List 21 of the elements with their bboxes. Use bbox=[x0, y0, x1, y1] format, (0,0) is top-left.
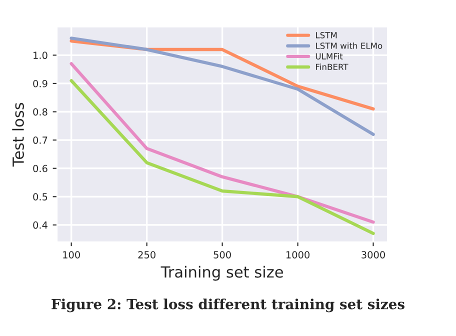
y-tick-label: 0.9 bbox=[33, 80, 48, 88]
x-tick-label: 3000 bbox=[362, 251, 385, 258]
x-tick-label: 100 bbox=[63, 251, 80, 258]
y-tick-label: 0.7 bbox=[33, 136, 48, 144]
legend-label: FinBERT bbox=[316, 64, 348, 70]
y-axis-title: Test loss bbox=[12, 102, 24, 167]
line-series bbox=[70, 79, 375, 236]
y-tick-label: 1.0 bbox=[34, 52, 48, 60]
y-tick-label: 0.8 bbox=[33, 108, 48, 116]
line-series bbox=[70, 62, 375, 224]
y-tick-label: 0.4 bbox=[33, 221, 48, 229]
x-axis-title: Training set size bbox=[160, 266, 283, 281]
legend-label: LSTM with ELMo bbox=[316, 42, 382, 49]
x-tick-label: 250 bbox=[138, 251, 156, 258]
y-tick-label: 0.6 bbox=[33, 164, 48, 172]
y-tick-label: 0.5 bbox=[33, 193, 48, 200]
legend-label: ULMFit bbox=[316, 53, 343, 60]
caption: Figure 2: Test loss different training set sizes bbox=[52, 298, 404, 312]
x-tick-label: 500 bbox=[214, 251, 231, 258]
legend-label: LSTM bbox=[316, 32, 337, 38]
x-tick-label: 1000 bbox=[286, 251, 310, 258]
